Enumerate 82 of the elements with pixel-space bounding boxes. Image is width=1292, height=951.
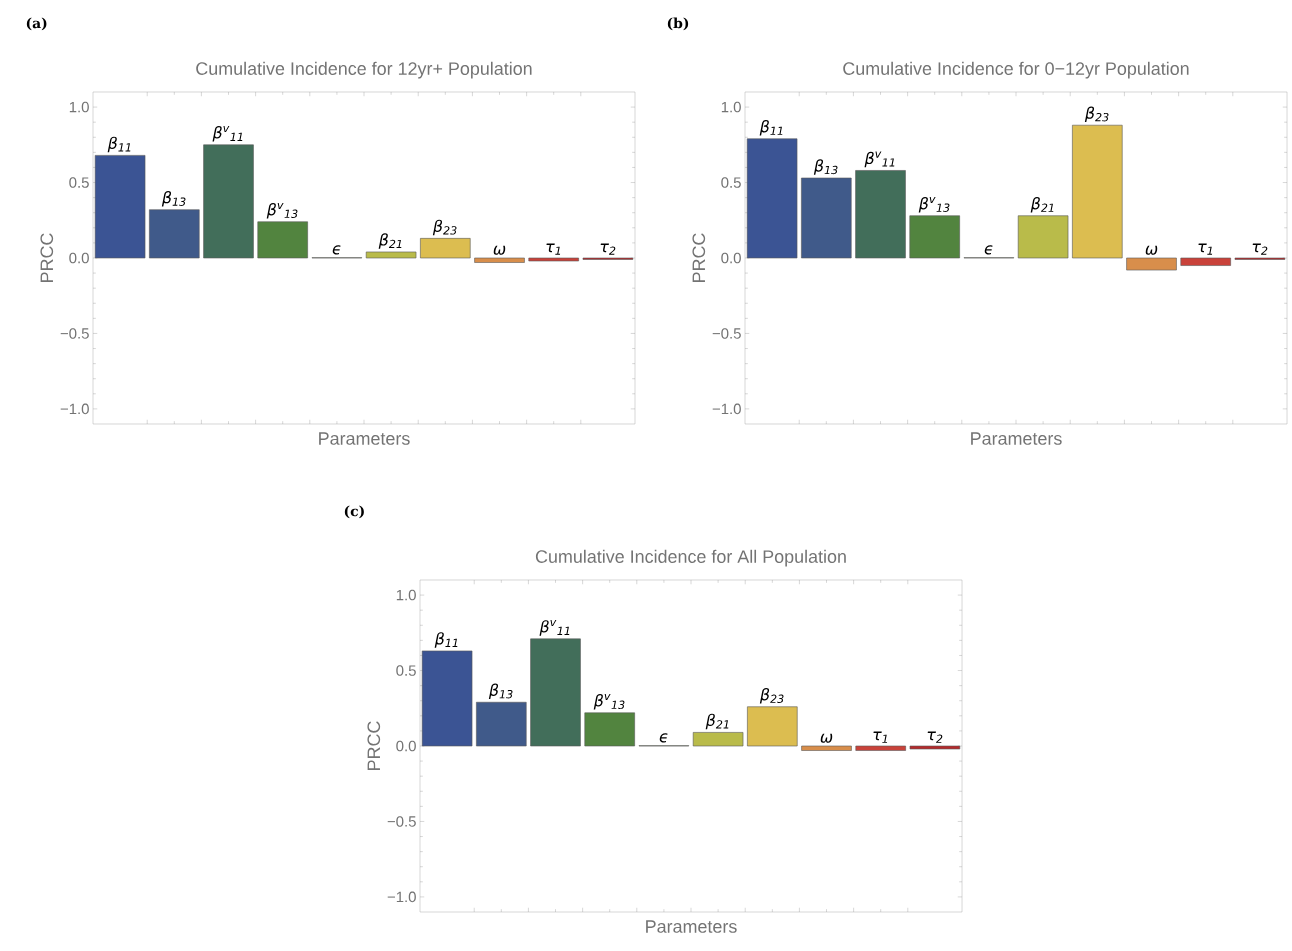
y-tick-label: −0.5 [60,328,89,339]
x-tick-label: β$_{13}$ [161,190,186,207]
bar [203,144,254,259]
y-tick-label: −1.0 [387,891,416,903]
x-tick-label: τ$_{1}$ [1198,243,1213,255]
text: (a) [26,17,47,31]
bar [365,251,417,259]
x-tick-label: τ$_{2}$ [1252,243,1268,255]
bar [474,257,525,263]
text: (b) [667,17,689,31]
y-tick-label: 1.0 [69,101,89,113]
y-tick-label: −0.5 [387,816,416,827]
x-tick-label: β$_{21}$ [378,233,402,249]
y-tick-label: 0.0 [721,252,741,264]
y-axis-title: PRCC [692,233,706,282]
bar [1126,257,1177,271]
y-tick-label: −1.0 [60,403,89,415]
bar [94,155,146,259]
bar [584,712,635,747]
text: (c) [344,505,364,519]
bar [747,706,798,747]
x-tick-label: β$_{13}$ [488,683,513,700]
x-tick-label: β$_{13}$ [813,159,838,175]
x-tick-label: ϵ [659,733,668,743]
bar [909,215,960,259]
x-tick-label: β$_{21}$ [705,713,729,730]
x-tick-label: β$_{21}$ [1030,197,1054,213]
bar [855,745,906,751]
bar [530,638,581,747]
bar [692,732,744,747]
x-tick-label: β$_{23}$ [432,219,457,236]
chart-title: Cumulative Incidence for 12yr+ Population [196,61,532,79]
y-tick-label: 1.0 [721,101,741,113]
x-tick-label: β$_{11}$ [107,136,131,153]
x-tick-label: τ$_{2}$ [600,243,616,255]
x-tick-label: β$^{v}$11 [539,620,570,636]
y-axis-title: PRCC [367,721,381,770]
y-tick-label: 0.0 [396,740,416,752]
x-tick-label: β$_{11}$ [434,632,458,648]
x-axis-title: Parameters [319,432,410,445]
y-axis-title: PRCC [40,233,54,282]
bar [801,745,852,751]
y-tick-label: 1.0 [396,589,416,601]
bar [257,221,308,259]
bar [855,170,906,259]
x-tick-label: ϵ [984,245,993,255]
x-tick-label: τ$_{1}$ [546,243,561,255]
x-tick-label: ω [1145,245,1158,255]
bar [801,177,852,259]
bar [528,257,579,262]
x-tick-label: β$_{23}$ [1084,106,1109,122]
x-tick-label: β$^{v}$11 [212,125,243,142]
x-tick-label: ω [493,245,506,255]
bar [149,209,200,259]
bar [746,138,798,259]
y-tick-label: −0.5 [712,328,741,339]
x-tick-label: β$^{v}$11 [864,151,895,168]
bar [1180,257,1231,266]
x-tick-label: τ$_{2}$ [927,731,943,743]
y-tick-label: 0.5 [69,177,89,188]
bar [1072,124,1123,259]
x-tick-label: β$_{11}$ [759,120,783,136]
bar [1017,215,1069,259]
x-tick-label: β$^{v}$13 [918,196,950,213]
x-tick-label: ω [820,733,833,743]
x-tick-label: β$^{v}$13 [266,202,298,219]
x-axis-title: Parameters [971,432,1062,445]
y-tick-label: 0.5 [396,665,416,676]
x-tick-label: τ$_{1}$ [873,731,888,743]
x-axis-title: Parameters [646,920,737,933]
bar [909,745,961,750]
y-tick-label: 0.5 [721,177,741,188]
x-tick-label: β$^{v}$13 [593,693,625,710]
chart-title: Cumulative Incidence for 0−12yr Population [843,61,1189,79]
y-tick-label: 0.0 [69,252,89,264]
bar [421,650,473,747]
bar [476,701,527,747]
bar [420,238,471,259]
y-tick-label: −1.0 [712,403,741,415]
x-tick-label: β$_{23}$ [759,688,784,704]
chart-title: Cumulative Incidence for All Population [535,549,846,567]
x-tick-label: ϵ [332,245,341,255]
